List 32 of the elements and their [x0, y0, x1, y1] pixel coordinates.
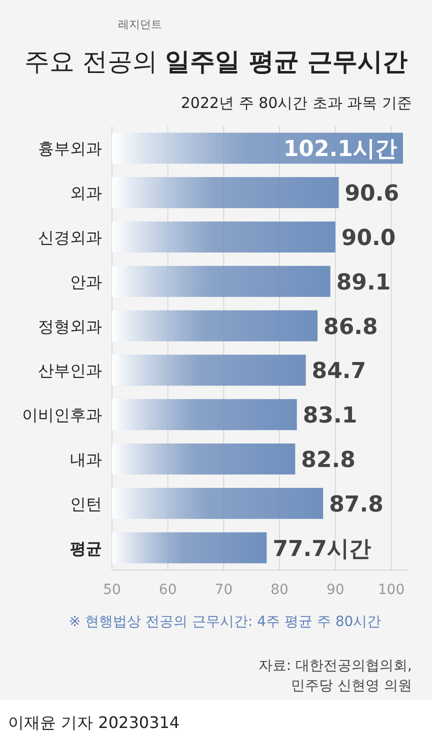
data-label: 82.8	[301, 448, 356, 473]
data-label: 86.8	[324, 314, 378, 340]
data-label: 89.1	[336, 270, 391, 296]
y-tick-label: 안과	[70, 272, 102, 292]
y-tick-label: 인턴	[70, 494, 102, 514]
data-label: 87.8	[329, 492, 384, 518]
text: 레지던트	[118, 18, 162, 31]
x-tick-label: 70	[214, 582, 233, 598]
data-label: 84.7	[312, 359, 366, 384]
data-label: 83.1	[302, 404, 358, 429]
y-tick-label: 외과	[70, 184, 102, 203]
text: 이재윤 기자 20230314	[8, 713, 180, 732]
y-tick-label: 정형외과	[38, 316, 102, 336]
data-label: 90.0	[341, 226, 396, 251]
x-tick-label: 50	[103, 582, 121, 598]
y-tick-label: 내과	[70, 450, 102, 469]
chart-subtitle: 2022년 주 80시간 초과 과목 기준	[180, 94, 412, 112]
x-tick-label: 100	[378, 582, 405, 598]
data-label: 90.6	[344, 182, 400, 207]
text: ※ 현행법상 전공의 근무시간: 4주 평균 주 80시간	[68, 614, 382, 630]
y-tick-label: 흉부외과	[38, 139, 102, 158]
x-tick-label: 60	[158, 582, 177, 598]
y-tick-label: 이비인후과	[22, 406, 102, 425]
text: 자료: 대한전공의협의회, 민주당 신현영 의원	[258, 658, 412, 694]
data-label: 102.1시간	[283, 137, 397, 162]
chart-title: 주요 전공의 일주일 평균 근무시간	[24, 47, 408, 76]
y-tick-label: 신경외과	[38, 228, 102, 247]
x-tick-label: 90	[326, 582, 344, 598]
y-tick-label: 산부인과	[38, 361, 102, 380]
data-label: 77.7시간	[272, 536, 371, 562]
x-tick-label: 80	[270, 582, 288, 598]
y-tick-label: 평균	[70, 538, 102, 558]
